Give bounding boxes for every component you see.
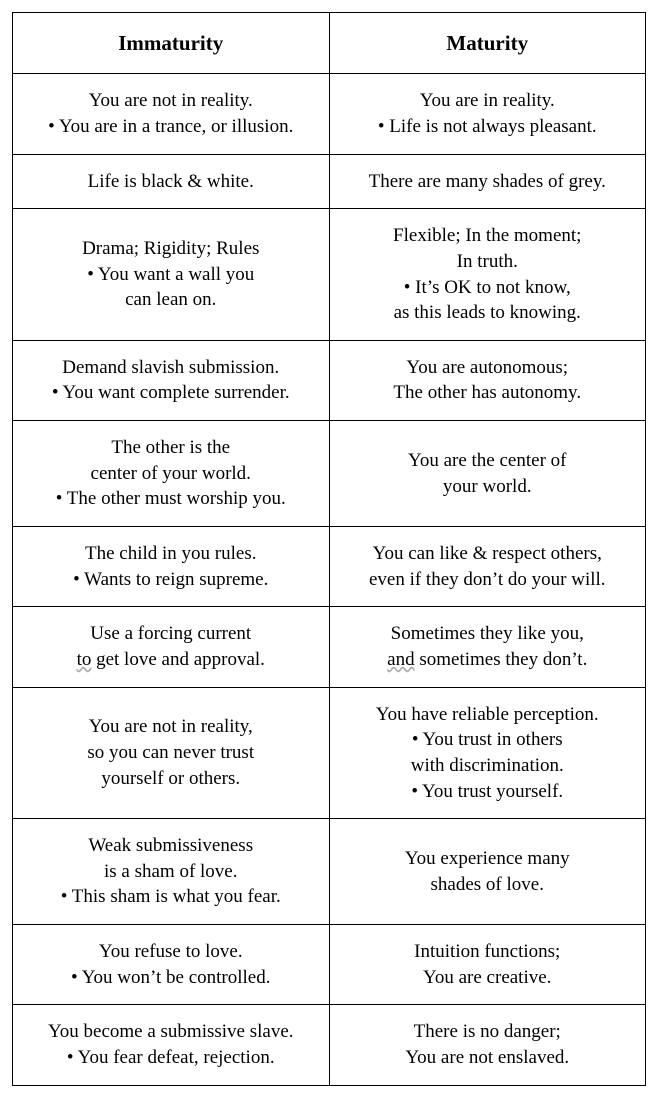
cell-line: The other is the [23, 435, 319, 461]
table-cell: You are not in reality.• You are in a tr… [13, 74, 330, 154]
cell-bullet: • You won’t be controlled. [23, 965, 319, 991]
table-row: Weak submissivenessis a sham of love.• T… [13, 819, 646, 925]
cell-line: can lean on. [23, 287, 319, 313]
underlined-text: to [77, 649, 92, 670]
cell-line: Sometimes they like you, [340, 621, 636, 647]
cell-line: and sometimes they don’t. [340, 647, 636, 673]
cell-line: yourself or others. [23, 766, 319, 792]
table-cell: There are many shades of grey. [329, 154, 646, 209]
table-cell: You are not in reality,so you can never … [13, 687, 330, 819]
cell-line: You are in reality. [340, 88, 636, 114]
cell-line: You refuse to love. [23, 939, 319, 965]
table-cell: You become a submissive slave.• You fear… [13, 1005, 330, 1085]
underlined-text: and [387, 649, 414, 670]
cell-line: to get love and approval. [23, 647, 319, 673]
cell-line: Drama; Rigidity; Rules [23, 236, 319, 262]
cell-line: Flexible; In the moment; [340, 223, 636, 249]
cell-line: You are the center of [340, 448, 636, 474]
table-row: You become a submissive slave.• You fear… [13, 1005, 646, 1085]
table-cell: You experience manyshades of love. [329, 819, 646, 925]
table-row: The child in you rules.• Wants to reign … [13, 527, 646, 607]
cell-line: so you can never trust [23, 740, 319, 766]
cell-bullet: • Life is not always pleasant. [340, 114, 636, 140]
cell-bullet: • Wants to reign supreme. [23, 567, 319, 593]
table-cell: Sometimes they like you,and sometimes th… [329, 607, 646, 687]
cell-bullet: • It’s OK to not know, [340, 275, 636, 301]
cell-line: is a sham of love. [23, 859, 319, 885]
header-immaturity: Immaturity [13, 13, 330, 74]
cell-line: Intuition functions; [340, 939, 636, 965]
table-cell: The child in you rules.• Wants to reign … [13, 527, 330, 607]
cell-line: Demand slavish submission. [23, 355, 319, 381]
table-cell: Flexible; In the moment;In truth.• It’s … [329, 209, 646, 341]
cell-line: Use a forcing current [23, 621, 319, 647]
table-row: You refuse to love.• You won’t be contro… [13, 925, 646, 1005]
table-row: Drama; Rigidity; Rules• You want a wall … [13, 209, 646, 341]
table-cell: Use a forcing currentto get love and app… [13, 607, 330, 687]
table-cell: You can like & respect others,even if th… [329, 527, 646, 607]
cell-bullet: • You trust yourself. [340, 779, 636, 805]
cell-line: In truth. [340, 249, 636, 275]
table-cell: You refuse to love.• You won’t be contro… [13, 925, 330, 1005]
table-cell: Demand slavish submission.• You want com… [13, 340, 330, 420]
table-cell: You have reliable perception.• You trust… [329, 687, 646, 819]
table-cell: Intuition functions;You are creative. [329, 925, 646, 1005]
cell-bullet: • You are in a trance, or illusion. [23, 114, 319, 140]
table-cell: You are autonomous;The other has autonom… [329, 340, 646, 420]
cell-line: as this leads to knowing. [340, 300, 636, 326]
comparison-table: Immaturity Maturity You are not in reali… [12, 12, 646, 1086]
cell-line: shades of love. [340, 872, 636, 898]
cell-bullet: • You want complete surrender. [23, 380, 319, 406]
cell-bullet: • This sham is what you fear. [23, 884, 319, 910]
table-cell: The other is thecenter of your world.• T… [13, 421, 330, 527]
cell-line: even if they don’t do your will. [340, 567, 636, 593]
cell-line: You are not in reality, [23, 714, 319, 740]
table-cell: There is no danger;You are not enslaved. [329, 1005, 646, 1085]
table-cell: Life is black & white. [13, 154, 330, 209]
cell-line: You have reliable perception. [340, 702, 636, 728]
cell-line: with discrimination. [340, 753, 636, 779]
cell-bullet: • The other must worship you. [23, 486, 319, 512]
table-row: Demand slavish submission.• You want com… [13, 340, 646, 420]
table-body: You are not in reality.• You are in a tr… [13, 74, 646, 1085]
cell-line: your world. [340, 474, 636, 500]
table-row: You are not in reality,so you can never … [13, 687, 646, 819]
cell-line: The child in you rules. [23, 541, 319, 567]
table-row: Life is black & white. There are many sha… [13, 154, 646, 209]
table-row: The other is thecenter of your world.• T… [13, 421, 646, 527]
table-cell: Weak submissivenessis a sham of love.• T… [13, 819, 330, 925]
cell-line: You are not enslaved. [340, 1045, 636, 1071]
cell-line: You become a submissive slave. [23, 1019, 319, 1045]
cell-line: You are creative. [340, 965, 636, 991]
cell-line: center of your world. [23, 461, 319, 487]
header-row: Immaturity Maturity [13, 13, 646, 74]
cell-line: You are autonomous; [340, 355, 636, 381]
table-cell: You are in reality.• Life is not always … [329, 74, 646, 154]
table-cell: Drama; Rigidity; Rules• You want a wall … [13, 209, 330, 341]
cell-bullet: • You trust in others [340, 727, 636, 753]
cell-bullet: • You want a wall you [23, 262, 319, 288]
table-row: Use a forcing currentto get love and app… [13, 607, 646, 687]
cell-line: Life is black & white. [23, 169, 319, 195]
cell-line: Weak submissiveness [23, 833, 319, 859]
table-row: You are not in reality.• You are in a tr… [13, 74, 646, 154]
cell-line: There is no danger; [340, 1019, 636, 1045]
header-maturity: Maturity [329, 13, 646, 74]
cell-bullet: • You fear defeat, rejection. [23, 1045, 319, 1071]
cell-line: You are not in reality. [23, 88, 319, 114]
cell-line: The other has autonomy. [340, 380, 636, 406]
cell-line: There are many shades of grey. [340, 169, 636, 195]
table-cell: You are the center ofyour world. [329, 421, 646, 527]
cell-line: You can like & respect others, [340, 541, 636, 567]
cell-line: You experience many [340, 846, 636, 872]
